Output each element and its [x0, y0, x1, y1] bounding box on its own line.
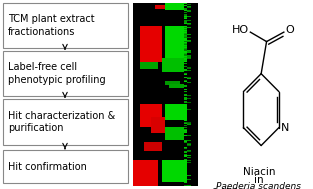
Text: O: O: [285, 25, 294, 35]
Text: HO: HO: [232, 25, 249, 35]
Text: Hit confirmation: Hit confirmation: [8, 161, 87, 171]
Text: Paederia scandens: Paederia scandens: [217, 182, 301, 189]
Bar: [3, 51, 128, 96]
Bar: [3, 150, 128, 183]
Bar: [3, 3, 128, 48]
Bar: [3, 99, 128, 145]
Text: Label-free cell
phenotypic profiling: Label-free cell phenotypic profiling: [8, 62, 105, 85]
Text: in: in: [254, 176, 264, 185]
Text: Niacin: Niacin: [243, 167, 275, 177]
Text: Hit characterization &
purification: Hit characterization & purification: [8, 111, 115, 133]
Text: N: N: [281, 123, 290, 132]
Text: & Millettia pachyloba: & Millettia pachyloba: [212, 188, 306, 189]
Text: TCM plant extract
fractionations: TCM plant extract fractionations: [8, 14, 95, 37]
